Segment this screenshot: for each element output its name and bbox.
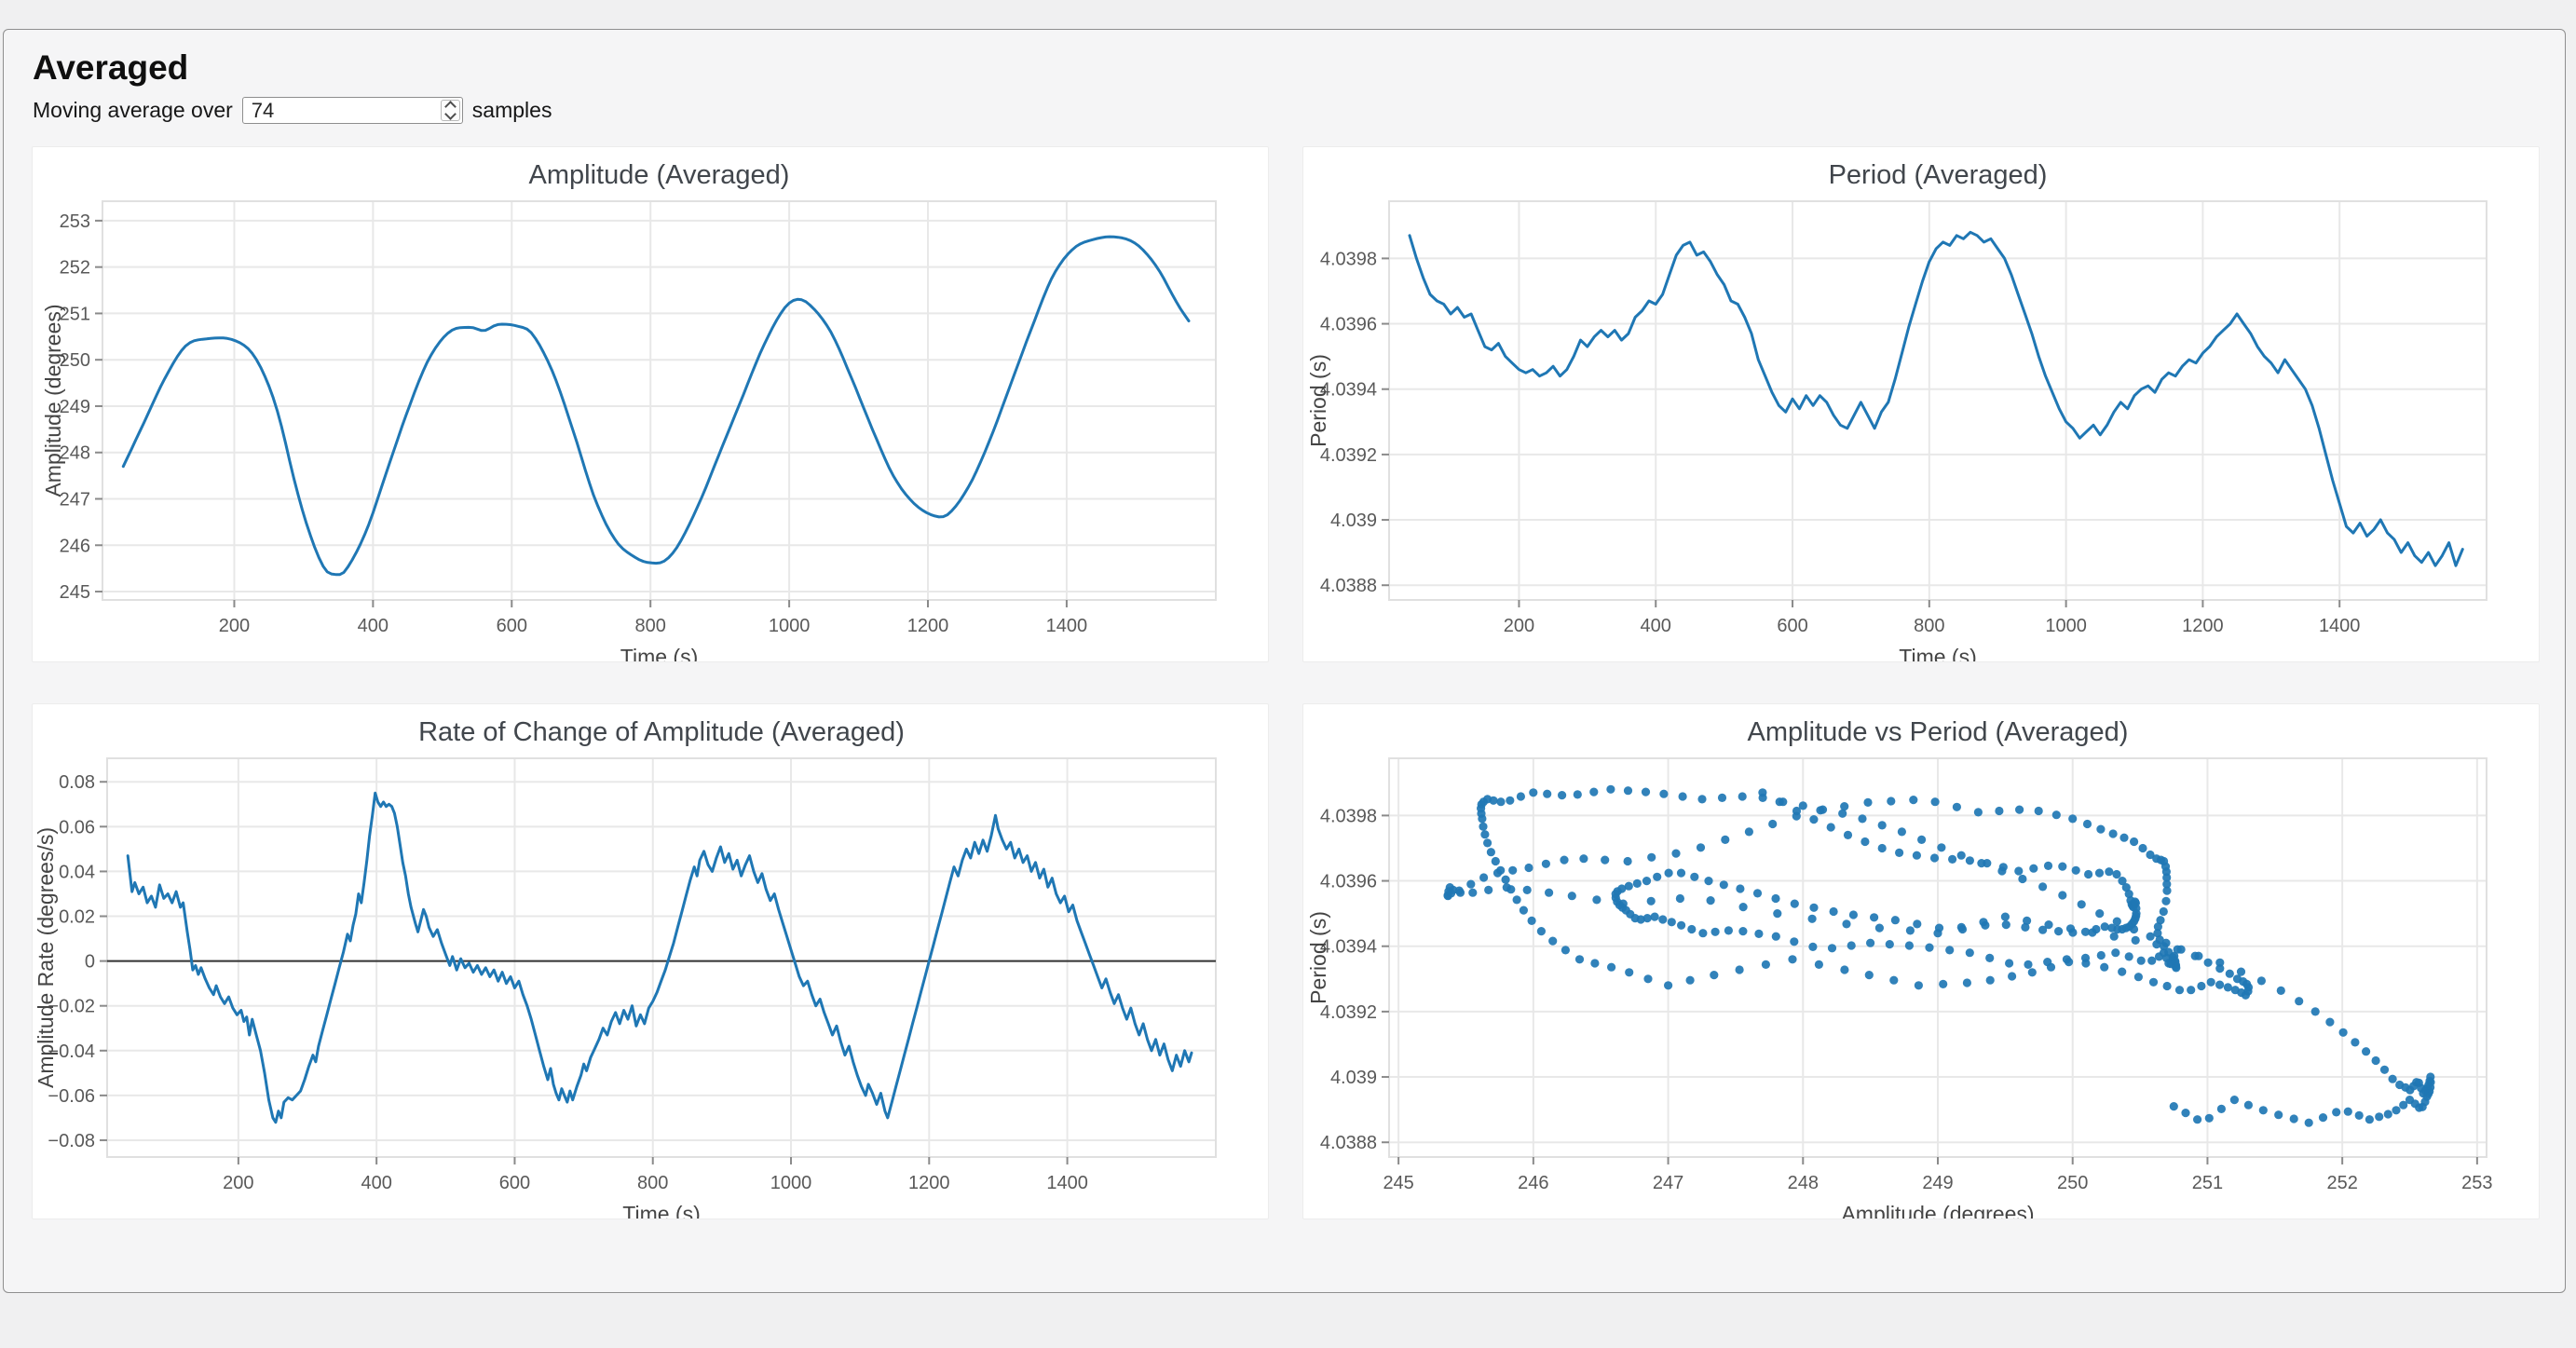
svg-text:800: 800 (637, 1173, 668, 1193)
svg-text:1400: 1400 (1046, 616, 1088, 636)
svg-text:0.08: 0.08 (59, 772, 95, 793)
svg-text:Period (s): Period (s) (1306, 354, 1330, 447)
svg-text:4.0398: 4.0398 (1320, 249, 1377, 269)
svg-text:4.0396: 4.0396 (1320, 315, 1377, 335)
svg-text:251: 251 (2192, 1173, 2223, 1193)
chevron-down-icon (443, 108, 457, 120)
svg-text:Amplitude (degrees): Amplitude (degrees) (1841, 1202, 2034, 1219)
svg-text:4.0394: 4.0394 (1320, 937, 1377, 958)
svg-text:0: 0 (85, 952, 95, 973)
svg-text:249: 249 (1922, 1173, 1953, 1193)
svg-text:200: 200 (219, 616, 250, 636)
spin-down-button[interactable] (442, 108, 459, 121)
moving-average-label: Moving average over (33, 98, 233, 122)
svg-text:4.0392: 4.0392 (1320, 1002, 1377, 1023)
svg-text:253: 253 (2461, 1173, 2492, 1193)
svg-text:Time (s): Time (s) (1899, 645, 1976, 661)
svg-text:4.0388: 4.0388 (1320, 576, 1377, 596)
svg-text:251: 251 (60, 304, 90, 324)
svg-text:800: 800 (1914, 616, 1944, 636)
svg-text:600: 600 (499, 1173, 530, 1193)
svg-text:246: 246 (1518, 1173, 1548, 1193)
number-input-spinner[interactable] (440, 100, 460, 121)
svg-text:200: 200 (1504, 616, 1534, 636)
svg-text:4.0394: 4.0394 (1320, 380, 1377, 401)
svg-text:0.04: 0.04 (59, 862, 95, 882)
svg-text:4.0392: 4.0392 (1320, 445, 1377, 466)
svg-text:4.0388: 4.0388 (1320, 1133, 1377, 1153)
svg-text:250: 250 (2057, 1173, 2088, 1193)
amplitude-chart-canvas: 200 400 600 800 1000 1200 1400 245 246 247 248 249 2… (41, 160, 1217, 661)
svg-text:Amplitude Rate (degrees/s): Amplitude Rate (degrees/s) (34, 827, 58, 1088)
svg-text:245: 245 (1383, 1173, 1413, 1193)
svg-text:Rate of Change of Amplitude (A: Rate of Change of Amplitude (Averaged) (418, 717, 905, 747)
moving-average-control-row: Moving average over samples (33, 97, 2540, 124)
chart-grid: 200 400 600 800 1000 1200 1400 245 246 247 248 249 2… (32, 146, 2540, 1219)
svg-text:1400: 1400 (1046, 1173, 1088, 1193)
svg-text:Period (Averaged): Period (Averaged) (1829, 160, 2048, 190)
svg-text:600: 600 (497, 616, 527, 636)
period-chart-canvas: 200 400 600 800 1000 1200 1400 4.0398 4.0396 4.03… (1306, 160, 2487, 661)
svg-text:400: 400 (1641, 616, 1671, 636)
svg-text:Time (s): Time (s) (620, 645, 698, 661)
moving-average-input[interactable] (241, 97, 463, 124)
svg-text:−0.04: −0.04 (48, 1042, 95, 1062)
page-title: Averaged (33, 48, 189, 87)
amplitude-vs-period-chart-card: 245 246 247 248 249 250 251 252 253 4.0398 4.0396 4… (1302, 703, 2540, 1219)
svg-text:1200: 1200 (908, 1173, 950, 1193)
amplitude-chart-card: 200 400 600 800 1000 1200 1400 245 246 247 248 249 2… (32, 146, 1269, 662)
main-panel: Averaged Moving average over samples 200… (3, 29, 2566, 1293)
svg-text:600: 600 (1777, 616, 1807, 636)
svg-text:400: 400 (361, 1173, 391, 1193)
svg-text:1200: 1200 (2182, 616, 2224, 636)
svg-text:Amplitude (Averaged): Amplitude (Averaged) (529, 160, 790, 190)
svg-text:1000: 1000 (770, 1173, 812, 1193)
svg-text:1400: 1400 (2319, 616, 2361, 636)
svg-text:248: 248 (60, 443, 90, 464)
svg-text:Period (s): Period (s) (1306, 911, 1330, 1004)
svg-text:0.06: 0.06 (59, 817, 95, 837)
samples-label: samples (471, 98, 552, 122)
svg-text:247: 247 (1653, 1173, 1683, 1193)
svg-text:250: 250 (60, 350, 90, 371)
svg-text:252: 252 (60, 258, 90, 279)
svg-text:200: 200 (223, 1173, 253, 1193)
svg-text:−0.06: −0.06 (48, 1086, 95, 1107)
svg-text:−0.02: −0.02 (48, 997, 95, 1017)
svg-text:4.0396: 4.0396 (1320, 872, 1377, 892)
amplitude-rate-chart-canvas: 200 400 600 800 1000 1200 1400 0.08 0.06 0.04 0.02… (34, 717, 1217, 1219)
svg-text:1000: 1000 (769, 616, 811, 636)
svg-text:245: 245 (60, 582, 90, 603)
period-chart-card: 200 400 600 800 1000 1200 1400 4.0398 4.0396 4.03… (1302, 146, 2540, 662)
svg-text:252: 252 (2326, 1173, 2357, 1193)
svg-text:1000: 1000 (2045, 616, 2087, 636)
svg-text:800: 800 (635, 616, 666, 636)
svg-text:−0.08: −0.08 (48, 1131, 95, 1151)
svg-text:4.0398: 4.0398 (1320, 806, 1377, 826)
svg-text:4.039: 4.039 (1330, 511, 1377, 531)
svg-text:1200: 1200 (907, 616, 949, 636)
svg-text:248: 248 (1788, 1173, 1819, 1193)
svg-text:246: 246 (60, 536, 90, 556)
svg-text:400: 400 (358, 616, 388, 636)
amplitude-vs-period-chart-canvas: 245 246 247 248 249 250 251 252 253 4.0398 4.0396 4… (1306, 717, 2493, 1219)
svg-text:4.039: 4.039 (1330, 1068, 1377, 1088)
svg-text:247: 247 (60, 490, 90, 511)
svg-text:0.02: 0.02 (59, 907, 95, 928)
number-input-wrap (241, 97, 463, 124)
svg-text:249: 249 (60, 397, 90, 417)
amplitude-rate-chart-card: 200 400 600 800 1000 1200 1400 0.08 0.06 0.04 0.02… (32, 703, 1269, 1219)
svg-text:Amplitude vs Period (Averaged): Amplitude vs Period (Averaged) (1748, 717, 2129, 747)
svg-text:253: 253 (60, 211, 90, 232)
svg-text:Amplitude (degrees): Amplitude (degrees) (41, 304, 65, 497)
svg-text:Time (s): Time (s) (622, 1202, 700, 1219)
